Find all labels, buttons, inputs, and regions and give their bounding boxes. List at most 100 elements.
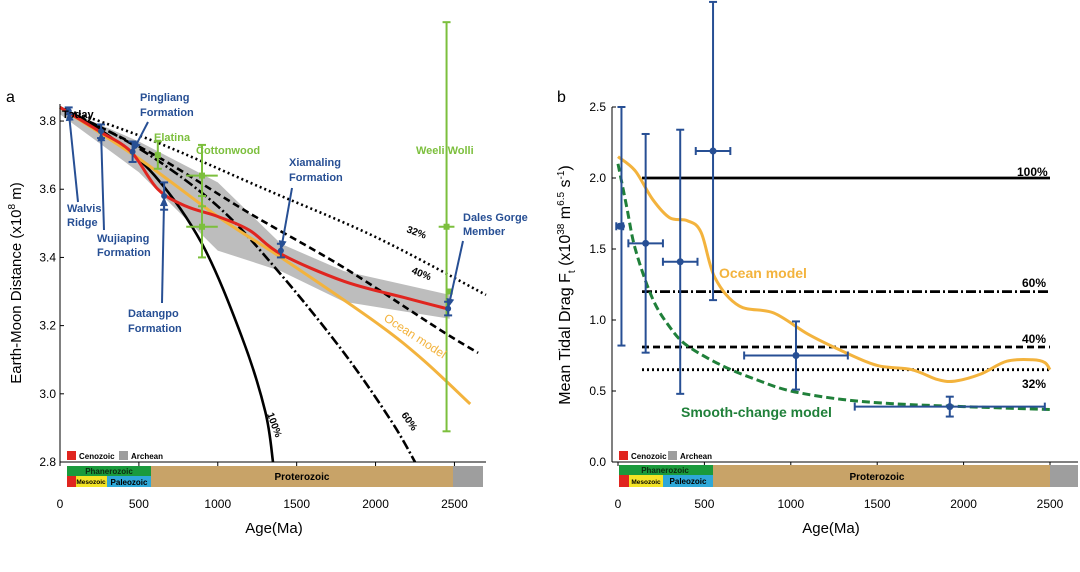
x-ticks-b: 0 500 1000 1500 2000 2500 xyxy=(615,462,1064,511)
y-ticks-b: 0.0 0.5 1.0 1.5 2.0 2.5 xyxy=(589,100,616,469)
bar-phanerozoic-b xyxy=(619,465,713,475)
x-tick-label-b: 500 xyxy=(694,497,714,511)
x-tick-label-a: 1000 xyxy=(204,497,231,511)
legend-label-cenozoic-b: Cenozoic xyxy=(631,452,667,461)
data-points-b xyxy=(615,0,1046,418)
arrow-shaft xyxy=(161,200,166,304)
blue-marker xyxy=(445,305,452,312)
bar-label-mesozoic-b: Mesozoic xyxy=(631,479,661,486)
marker-b xyxy=(617,222,625,230)
blue-marker xyxy=(98,128,105,135)
bar-label-proterozoic-b: Proterozoic xyxy=(849,472,904,483)
y-axis-label-a-unit: m) xyxy=(8,182,25,204)
label-60pct-b: 60% xyxy=(1022,276,1046,290)
label-datangpo-2: Formation xyxy=(128,323,182,335)
blue-marker xyxy=(65,107,72,114)
green-marker xyxy=(443,223,450,230)
label-32pct-b: 32% xyxy=(1022,377,1046,391)
best-fit-line xyxy=(59,106,447,311)
green-point-3 xyxy=(438,21,455,433)
green-marker xyxy=(446,288,453,295)
bar-phanerozoic-a xyxy=(67,466,151,476)
legend-swatch-cenozoic-b xyxy=(619,451,628,460)
bar-paleozoic-b xyxy=(663,475,713,487)
label-elatina: Elatina xyxy=(154,132,191,144)
green-point-0 xyxy=(153,140,162,170)
arrow-head xyxy=(65,111,74,122)
marker-b xyxy=(642,239,650,247)
green-point-2 xyxy=(186,195,218,259)
y-tick-label-b: 0.0 xyxy=(589,455,606,469)
axes-a xyxy=(59,104,486,463)
point-b-3 xyxy=(661,128,699,395)
y-ticks-a: 2.8 3.0 3.2 3.4 3.6 3.8 xyxy=(39,114,64,469)
bar-archean-a xyxy=(453,466,483,487)
y-tick-label-a: 3.4 xyxy=(39,250,56,264)
bar-cenozoic-a xyxy=(67,476,76,487)
bar-proterozoic-b xyxy=(713,465,1050,487)
label-weeli-wolli: Weeli Wolli xyxy=(416,145,474,157)
y-tick-label-b: 2.5 xyxy=(589,100,606,114)
bar-label-paleozoic-b: Paleozoic xyxy=(670,477,707,486)
panel-letter-b: b xyxy=(557,89,566,106)
label-pingliang-1: Pingliang xyxy=(140,92,190,104)
bar-label-paleozoic-a: Paleozoic xyxy=(111,478,148,487)
label-pingliang-2: Formation xyxy=(140,107,194,119)
point-b-2 xyxy=(627,132,664,354)
point-b-1 xyxy=(617,106,626,347)
point-b-4 xyxy=(694,0,732,302)
smooth-change-line xyxy=(616,163,1051,411)
label-40pct-a: 40% xyxy=(410,266,433,284)
label-xiamaling-1: Xiamaling xyxy=(289,157,341,169)
y-axis-label-b-main: Mean Tidal Drag F xyxy=(557,273,574,405)
model-series-b xyxy=(616,155,1052,411)
green-point-4 xyxy=(446,288,453,295)
arrow-head xyxy=(446,297,455,308)
legend-label-archean-b: Archean xyxy=(680,452,712,461)
y-tick-label-b: 1.5 xyxy=(589,242,606,256)
arrow-head xyxy=(278,240,287,250)
arrow-head xyxy=(133,141,141,151)
y-axis-label-a-exp: 8 xyxy=(7,203,18,209)
uncertainty-band-shape xyxy=(60,107,450,319)
bar-proterozoic-a xyxy=(151,466,453,487)
bar-mesozoic-b xyxy=(629,475,663,487)
timescale-b: Cenozoic Archean Phanerozoic Mesozoic Pa… xyxy=(619,451,1078,487)
y-tick-label-a: 3.6 xyxy=(39,182,56,196)
x-axis-label-a: Age(Ma) xyxy=(245,520,303,537)
blue-point-2 xyxy=(128,140,137,163)
uncertainty-band xyxy=(60,107,450,319)
axes-b xyxy=(611,107,1078,463)
bar-label-phanerozoic-b: Phanerozoic xyxy=(641,466,689,475)
label-dales-1: Dales Gorge xyxy=(463,212,528,224)
label-datangpo-1: Datangpo xyxy=(128,308,179,320)
timescale-a: Cenozoic Archean Phanerozoic Mesozoic Pa… xyxy=(67,451,483,487)
arrow-shaft xyxy=(100,135,105,231)
legend-label-archean-a: Archean xyxy=(131,452,163,461)
x-tick-label-a: 2000 xyxy=(362,497,389,511)
x-tick-label-b: 0 xyxy=(615,497,622,511)
green-marker xyxy=(199,223,205,230)
green-marker xyxy=(154,152,161,159)
x-tick-label-b: 1500 xyxy=(864,497,891,511)
bar-cenozoic-b xyxy=(619,475,629,487)
x-ticks-a: 0 500 1000 1500 2000 2500 xyxy=(57,462,468,511)
legend-swatch-archean-a xyxy=(119,451,128,460)
label-arrows xyxy=(65,111,464,308)
label-wujiaping-2: Formation xyxy=(97,247,151,259)
bar-label-phanerozoic-a: Phanerozoic xyxy=(85,467,133,476)
marker-b xyxy=(946,403,954,411)
blue-marker xyxy=(277,247,284,254)
label-100pct-b: 100% xyxy=(1017,165,1048,179)
y-axis-label-a-main: Earth-Moon Distance (x10 xyxy=(8,209,25,383)
label-ocean-model-b: Ocean model xyxy=(719,265,807,281)
bar-label-mesozoic-a: Mesozoic xyxy=(76,479,106,486)
blue-marker xyxy=(129,148,136,155)
legend-label-cenozoic-a: Cenozoic xyxy=(79,452,115,461)
reference-lines xyxy=(642,176,1050,372)
panel-b: b 0.0 0.5 1.0 1.5 2.0 2.5 0 500 1000 1500 2000 250… xyxy=(556,0,1078,537)
x-tick-label-a: 0 xyxy=(57,497,64,511)
blue-marker xyxy=(161,193,168,200)
x-tick-label-b: 1000 xyxy=(777,497,804,511)
y-tick-label-b: 1.0 xyxy=(589,313,606,327)
